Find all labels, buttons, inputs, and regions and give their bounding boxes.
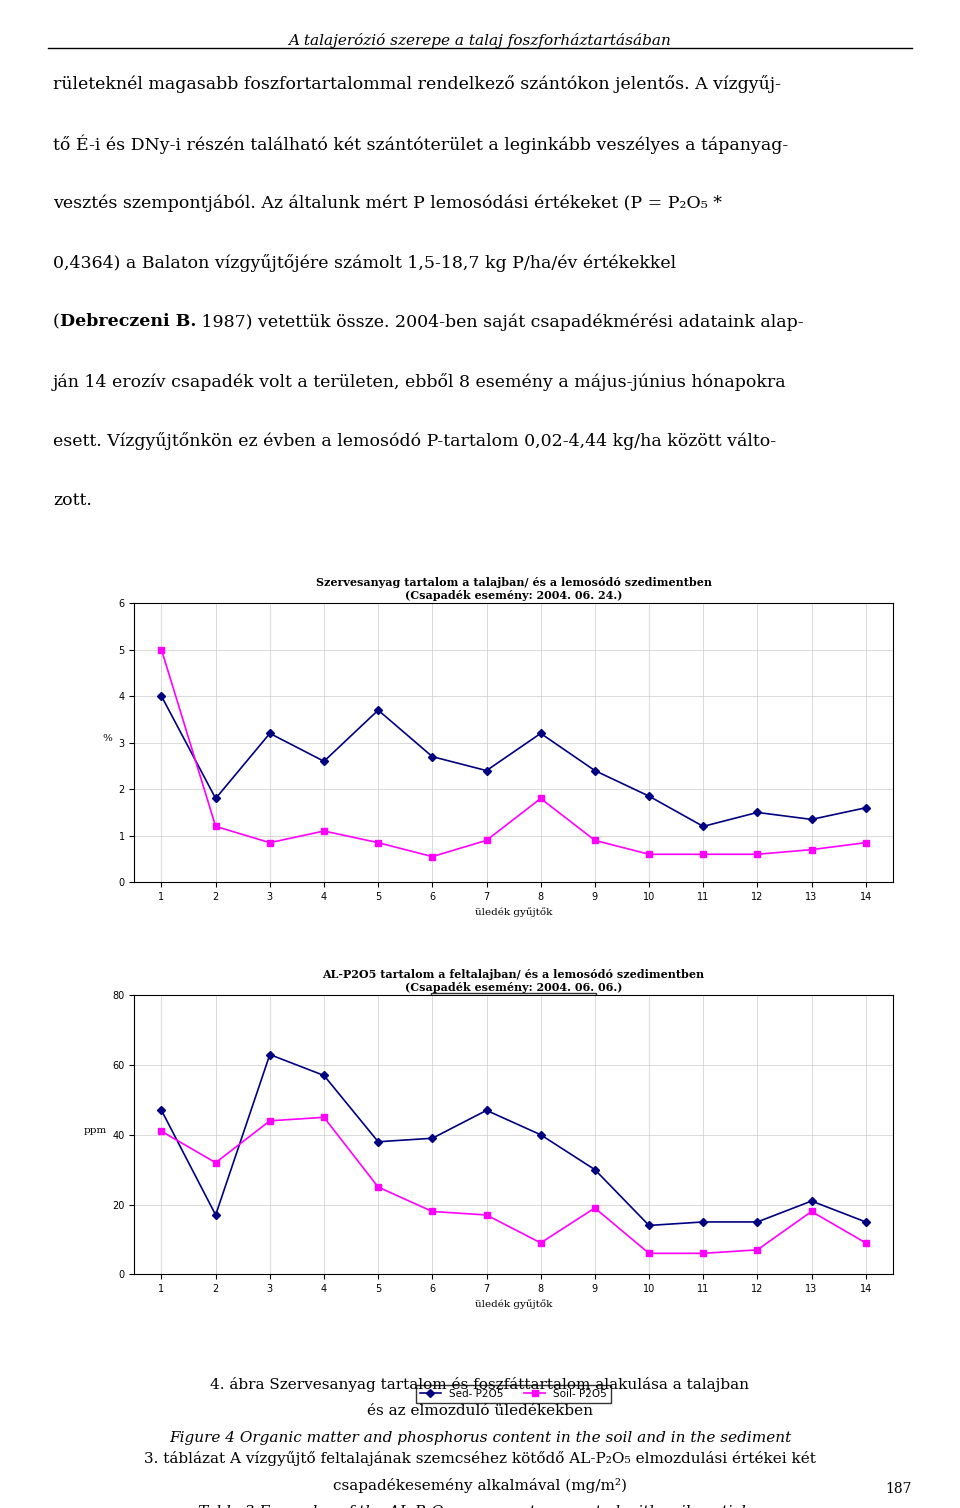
Text: Debreczeni B.: Debreczeni B.: [60, 314, 196, 330]
Title: AL-P2O5 tartalom a feltalajban/ és a lemosódó szedimentben
(Csapadék esemény: 20: AL-P2O5 tartalom a feltalajban/ és a lem…: [323, 970, 705, 994]
Text: zott.: zott.: [53, 492, 91, 508]
Text: (: (: [53, 314, 60, 330]
Text: csapadékesemény alkalmával (mg/m²): csapadékesemény alkalmával (mg/m²): [333, 1478, 627, 1493]
X-axis label: üledék gyűjtők: üledék gyűjtők: [475, 1300, 552, 1309]
Text: 4. ábra Szervesanyag tartalom és foszfáttartalom alakulása a talajban: 4. ábra Szervesanyag tartalom és foszfát…: [210, 1377, 750, 1392]
Text: 3. táblázat A vízgyűjtő feltalajának szemcséhez kötődő AL-P₂O₅ elmozdulási érték: 3. táblázat A vízgyűjtő feltalajának sze…: [144, 1451, 816, 1466]
X-axis label: üledék gyűjtők: üledék gyűjtők: [475, 908, 552, 917]
Legend: Sed-OM, Sol-OM: Sed-OM, Sol-OM: [431, 992, 596, 1010]
Text: és az elmozduló üledékekben: és az elmozduló üledékekben: [367, 1404, 593, 1418]
Legend: Sed- P2O5, Soil- P2O5: Sed- P2O5, Soil- P2O5: [416, 1384, 612, 1402]
Y-axis label: %: %: [103, 734, 112, 743]
Text: A talajerózió szerepe a talaj foszforháztartásában: A talajerózió szerepe a talaj foszforház…: [289, 33, 671, 48]
Text: ján 14 erozív csapadék volt a területen, ebből 8 esemény a május-június hónapokr: ján 14 erozív csapadék volt a területen,…: [53, 372, 786, 391]
Text: 1987) vetettük össze. 2004-ben saját csapadékmérési adataink alap-: 1987) vetettük össze. 2004-ben saját csa…: [196, 314, 804, 330]
Y-axis label: ppm: ppm: [84, 1126, 108, 1136]
Title: Szervesanyag tartalom a talajban/ és a lemosódó szedimentben
(Csapadék esemény: : Szervesanyag tartalom a talajban/ és a l…: [316, 578, 711, 602]
Text: Table 3 Examples of the AL-P₂O₅ movement connected with soil particles: Table 3 Examples of the AL-P₂O₅ movement…: [198, 1505, 762, 1508]
Text: tő É-i és DNy-i részén található két szántóterület a leginkább veszélyes a tápan: tő É-i és DNy-i részén található két szá…: [53, 134, 788, 154]
Text: vesztés szempontjából. Az általunk mért P lemosódási értékeket (P = P₂O₅ *: vesztés szempontjából. Az általunk mért …: [53, 195, 722, 211]
Text: esett. Vízgyűjtőnkön ez évben a lemosódó P-tartalom 0,02-4,44 kg/ha között válto: esett. Vízgyűjtőnkön ez évben a lemosódó…: [53, 433, 776, 449]
Text: rületeknél magasabb foszfortartalommal rendelkező szántókon jelentős. A vízgyűj-: rületeknél magasabb foszfortartalommal r…: [53, 75, 780, 93]
Text: 187: 187: [885, 1482, 912, 1496]
Text: 0,4364) a Balaton vízgyűjtőjére számolt 1,5-18,7 kg P/ha/év értékekkel: 0,4364) a Balaton vízgyűjtőjére számolt …: [53, 253, 676, 271]
Text: Figure 4 Organic matter and phosphorus content in the soil and in the sediment: Figure 4 Organic matter and phosphorus c…: [169, 1431, 791, 1445]
